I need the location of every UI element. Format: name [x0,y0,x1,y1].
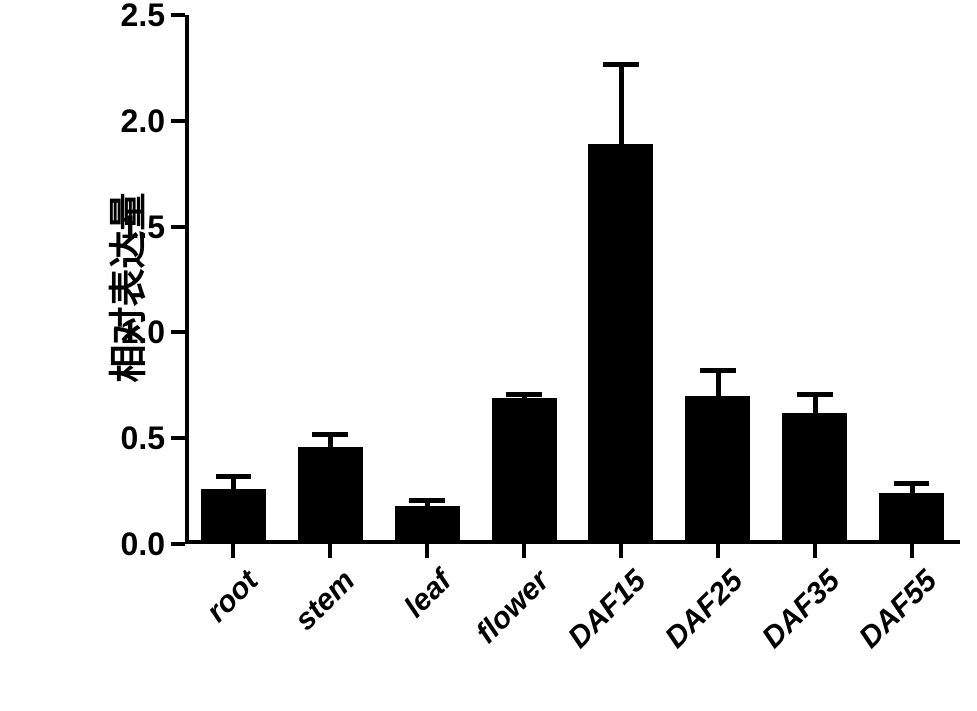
bar [395,506,460,544]
x-tick-mark [328,544,332,558]
y-tick-label: 1.5 [105,209,165,246]
x-tick-mark [425,544,429,558]
y-tick-mark [171,13,185,17]
y-tick-mark [171,330,185,334]
y-tick-mark [171,436,185,440]
bar [298,447,363,544]
error-bar-cap [506,392,542,397]
y-tick-mark [171,119,185,123]
x-tick-label: DAF55 [852,564,943,655]
bar [201,489,266,544]
x-tick-label: DAF35 [755,564,846,655]
x-tick-label: leaf [399,564,460,625]
x-tick-mark [716,544,720,558]
error-bar [619,64,624,144]
bar [879,493,944,544]
error-bar-cap [894,481,930,486]
x-tick-mark [813,544,817,558]
bar [782,413,847,544]
error-bar-cap [409,498,445,503]
bar [492,398,557,544]
x-tick-label: DAF15 [562,564,653,655]
y-tick-label: 0.0 [105,526,165,563]
y-tick-label: 1.0 [105,314,165,351]
y-tick-mark [171,225,185,229]
bar [588,144,653,544]
x-tick-mark [910,544,914,558]
x-tick-mark [619,544,623,558]
bar [685,396,750,544]
y-tick-label: 0.5 [105,420,165,457]
x-tick-mark [522,544,526,558]
error-bar [716,370,721,395]
error-bar-cap [603,62,639,67]
y-tick-label: 2.0 [105,103,165,140]
x-tick-label: flower [470,564,557,651]
expression-bar-chart: 相对表达量 0.00.51.01.52.02.5rootstemleafflow… [0,0,977,711]
error-bar-cap [312,432,348,437]
error-bar-cap [797,392,833,397]
x-tick-label: DAF25 [659,564,750,655]
x-tick-label: stem [289,564,363,638]
y-tick-mark [171,542,185,546]
y-tick-label: 2.5 [105,0,165,34]
error-bar-cap [216,474,252,479]
x-tick-label: root [200,564,265,629]
x-tick-mark [231,544,235,558]
error-bar-cap [700,368,736,373]
